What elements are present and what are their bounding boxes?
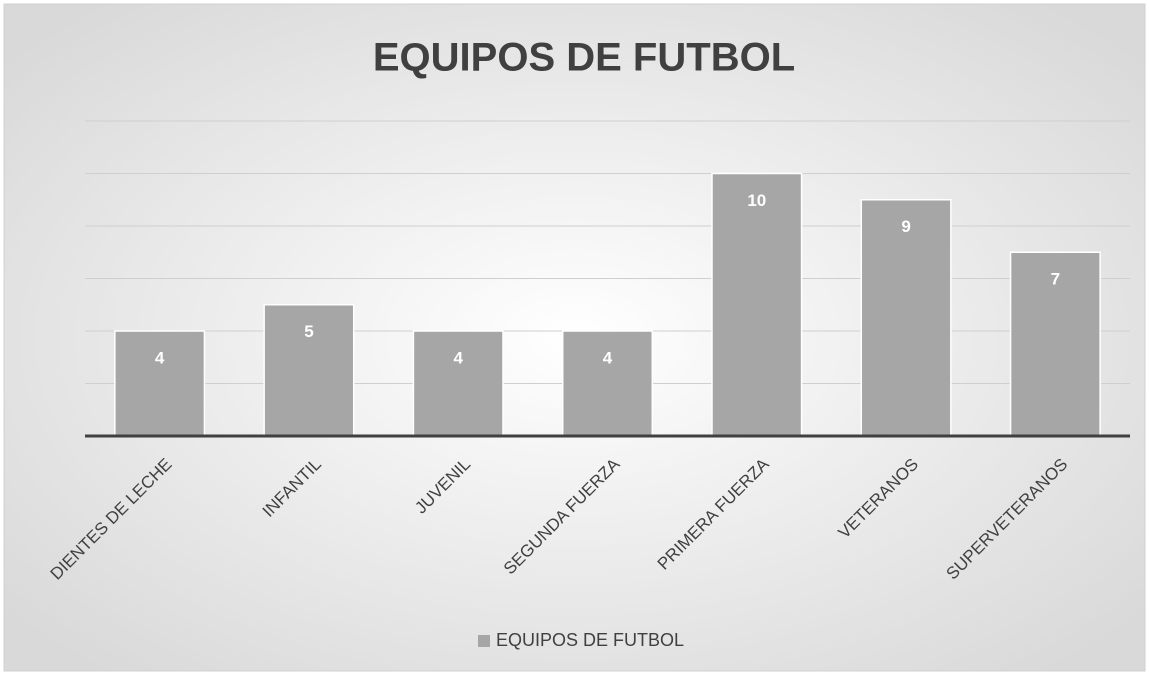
data-label: 4 <box>155 348 165 367</box>
data-label: 4 <box>453 348 463 367</box>
bar <box>412 330 504 437</box>
data-label: 10 <box>747 191 766 210</box>
legend-swatch <box>478 635 490 647</box>
data-label: 9 <box>901 217 910 236</box>
bar <box>711 172 803 437</box>
bar <box>1009 251 1101 437</box>
bar <box>114 330 206 437</box>
chart-title: EQUIPOS DE FUTBOL <box>373 36 795 80</box>
data-label: 7 <box>1051 270 1060 289</box>
legend-label: EQUIPOS DE FUTBOL <box>496 630 684 650</box>
data-label: 4 <box>603 348 613 367</box>
bar <box>561 330 654 437</box>
data-label: 5 <box>304 322 313 341</box>
